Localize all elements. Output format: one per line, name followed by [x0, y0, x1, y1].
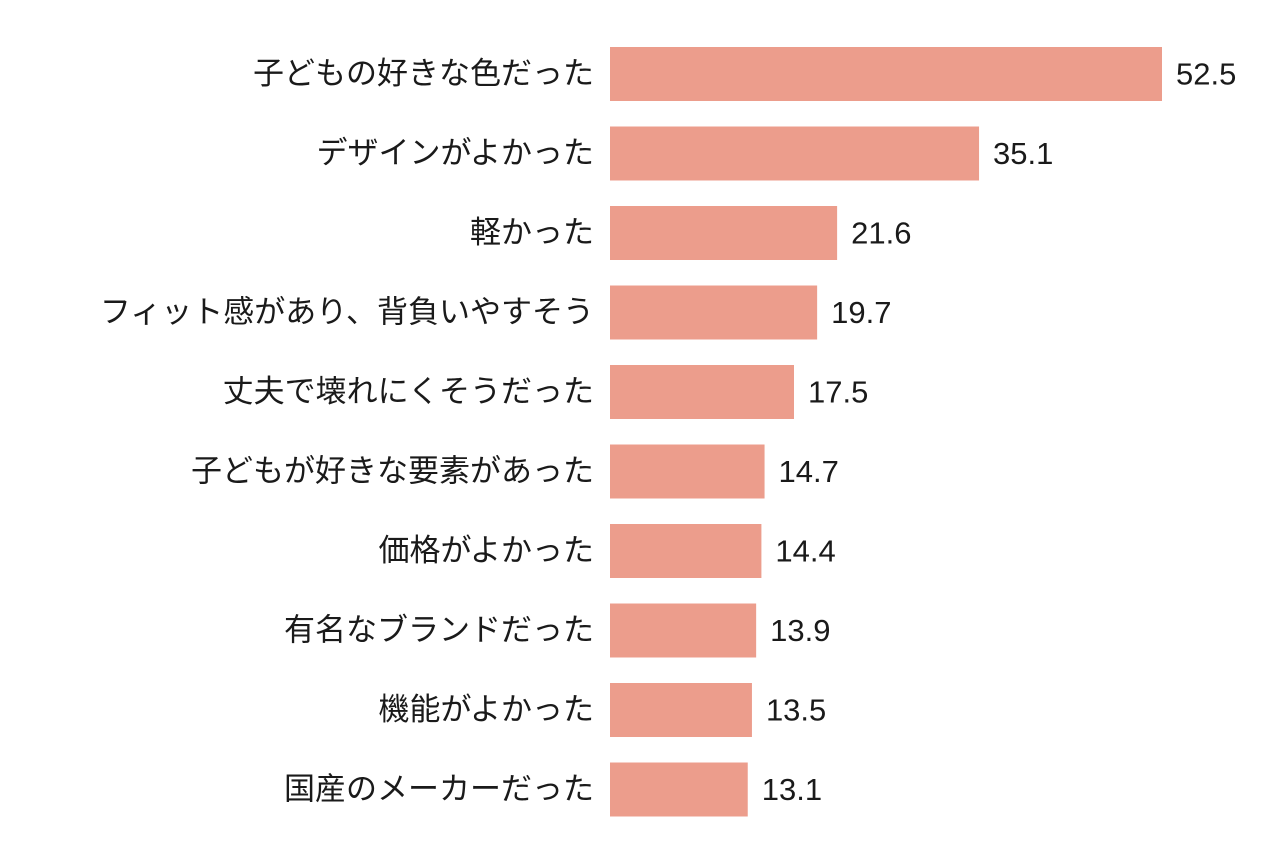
- bar: [610, 126, 980, 181]
- value-label: 13.5: [766, 693, 826, 728]
- value-label: 13.1: [762, 772, 822, 807]
- value-label: 19.7: [831, 295, 891, 330]
- value-label: 14.4: [775, 534, 835, 569]
- value-label: 21.6: [851, 216, 911, 251]
- bar: [610, 47, 1162, 101]
- category-label: 国産のメーカーだった: [284, 772, 594, 808]
- bar: [610, 762, 748, 817]
- bar: [610, 365, 794, 419]
- bar: [610, 683, 752, 737]
- category-label: デザインがよかった: [317, 136, 594, 172]
- category-label: 有名なブランドだった: [284, 613, 594, 649]
- category-label: フィット感があり、背負いやすそう: [100, 295, 594, 331]
- category-label: 子どもの好きな色だった: [253, 56, 594, 92]
- value-label: 17.5: [808, 375, 868, 410]
- category-label: 丈夫で壊れにくそうだった: [223, 374, 594, 410]
- category-label: 軽かった: [470, 215, 594, 251]
- category-label: 機能がよかった: [379, 692, 594, 728]
- value-label: 52.5: [1176, 57, 1236, 92]
- bar: [610, 524, 762, 578]
- value-label: 35.1: [993, 136, 1053, 171]
- bar: [610, 285, 818, 340]
- category-label: 子どもが好きな要素があった: [191, 454, 594, 490]
- bar: [610, 603, 757, 658]
- category-label: 価格がよかった: [379, 533, 594, 569]
- value-label: 13.9: [770, 613, 830, 648]
- bars-group: 子どもの好きな色だった 52.5 デザインがよかった 35.1 軽かった 21.6 フィット…: [100, 47, 1236, 817]
- bar: [610, 444, 765, 499]
- value-label: 14.7: [779, 454, 839, 489]
- bar: [610, 206, 838, 260]
